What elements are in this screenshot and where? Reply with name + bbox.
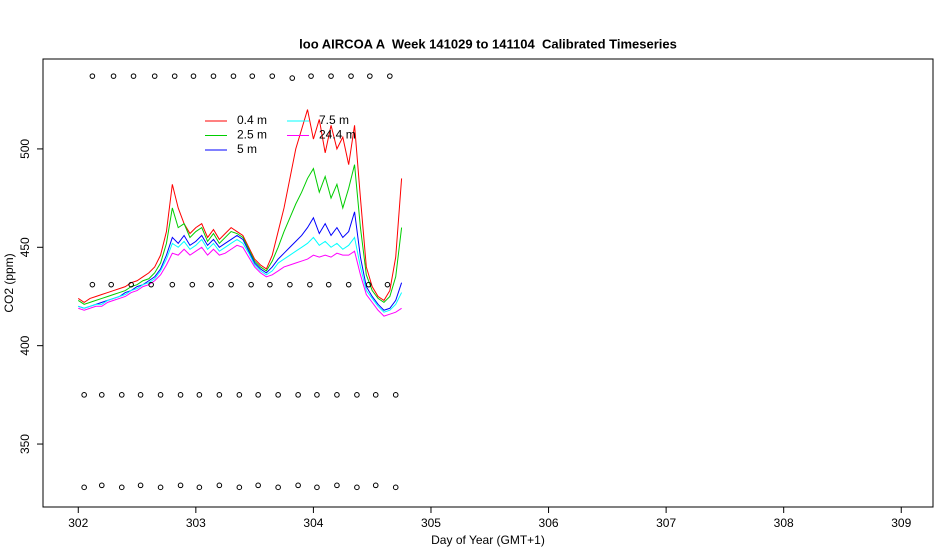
- x-axis-label: Day of Year (GMT+1): [431, 533, 545, 547]
- legend-label: 2.5 m: [237, 128, 267, 142]
- marker-point: [354, 392, 360, 398]
- x-tick-label: 304: [303, 516, 323, 530]
- marker-point: [295, 482, 301, 489]
- plot-frame: [42, 58, 934, 508]
- marker-point: [255, 482, 261, 489]
- marker-point: [275, 392, 281, 398]
- x-tick-label: 307: [656, 516, 676, 530]
- data-line: [78, 244, 402, 317]
- marker-point: [190, 73, 197, 79]
- marker-point: [348, 73, 354, 79]
- marker-point: [208, 281, 214, 288]
- marker-point: [171, 73, 178, 79]
- legend-label: 24.4 m: [319, 128, 356, 142]
- marker-point: [177, 392, 184, 398]
- marker-point: [392, 392, 399, 398]
- marker-point: [267, 281, 273, 288]
- marker-point: [196, 392, 203, 398]
- marker-point: [295, 392, 301, 398]
- marker-point: [334, 392, 340, 398]
- marker-point: [89, 281, 96, 288]
- marker-point: [98, 482, 105, 489]
- x-tick-label: 309: [891, 516, 911, 530]
- marker-point: [157, 392, 164, 398]
- marker-point: [275, 484, 281, 491]
- marker-point: [248, 281, 254, 288]
- x-tick-label: 303: [186, 516, 206, 530]
- marker-point: [210, 73, 217, 79]
- marker-point: [89, 73, 96, 79]
- marker-point: [325, 281, 332, 288]
- marker-point: [151, 73, 158, 79]
- marker-point: [81, 484, 87, 491]
- legend-label: 0.4 m: [237, 113, 267, 127]
- y-tick-label: 350: [18, 434, 32, 454]
- marker-point: [289, 75, 296, 81]
- marker-point: [314, 392, 320, 398]
- y-axis-label: CO2 (ppm): [2, 253, 16, 312]
- marker-point: [345, 281, 352, 288]
- x-tick-label: 302: [68, 516, 88, 530]
- marker-point: [118, 484, 125, 491]
- marker-point: [230, 73, 237, 79]
- marker-point: [314, 484, 320, 491]
- marker-point: [249, 73, 256, 79]
- marker-point: [118, 392, 125, 398]
- x-tick-label: 305: [421, 516, 441, 530]
- marker-point: [216, 392, 223, 398]
- marker-point: [189, 281, 196, 288]
- marker-point: [308, 73, 314, 79]
- marker-point: [354, 484, 360, 491]
- marker-point: [287, 281, 293, 288]
- marker-point: [177, 482, 184, 489]
- marker-point: [328, 73, 334, 79]
- marker-point: [137, 482, 144, 489]
- data-line: [78, 236, 403, 313]
- marker-point: [157, 484, 164, 491]
- data-line: [77, 164, 403, 305]
- marker-point: [108, 281, 114, 288]
- marker-point: [387, 73, 393, 79]
- marker-point: [128, 281, 134, 288]
- marker-point: [137, 392, 144, 398]
- marker-point: [130, 73, 137, 79]
- marker-point: [228, 281, 234, 288]
- marker-point: [365, 281, 372, 288]
- y-tick-label: 500: [18, 139, 32, 159]
- marker-point: [98, 392, 105, 398]
- marker-point: [81, 392, 87, 398]
- y-tick-label: 400: [18, 335, 32, 355]
- marker-point: [110, 73, 117, 79]
- marker-point: [196, 484, 203, 491]
- marker-point: [372, 482, 379, 489]
- marker-point: [148, 281, 154, 288]
- marker-point: [392, 484, 399, 491]
- marker-point: [236, 392, 243, 398]
- marker-point: [372, 392, 379, 398]
- x-tick-label: 308: [774, 516, 794, 530]
- legend-label: 7.5 m: [319, 113, 349, 127]
- x-tick-label: 306: [539, 516, 559, 530]
- marker-point: [307, 281, 313, 288]
- marker-point: [255, 392, 261, 398]
- y-tick-label: 450: [18, 237, 32, 257]
- marker-point: [216, 482, 223, 489]
- marker-point: [236, 484, 243, 491]
- marker-point: [334, 482, 340, 489]
- legend-label: 5 m: [237, 142, 257, 156]
- marker-point: [269, 73, 276, 79]
- marker-point: [384, 281, 391, 288]
- marker-point: [367, 73, 373, 79]
- chart-title: loo AIRCOA A Week 141029 to 141104 Calib…: [299, 36, 677, 51]
- marker-point: [169, 281, 176, 288]
